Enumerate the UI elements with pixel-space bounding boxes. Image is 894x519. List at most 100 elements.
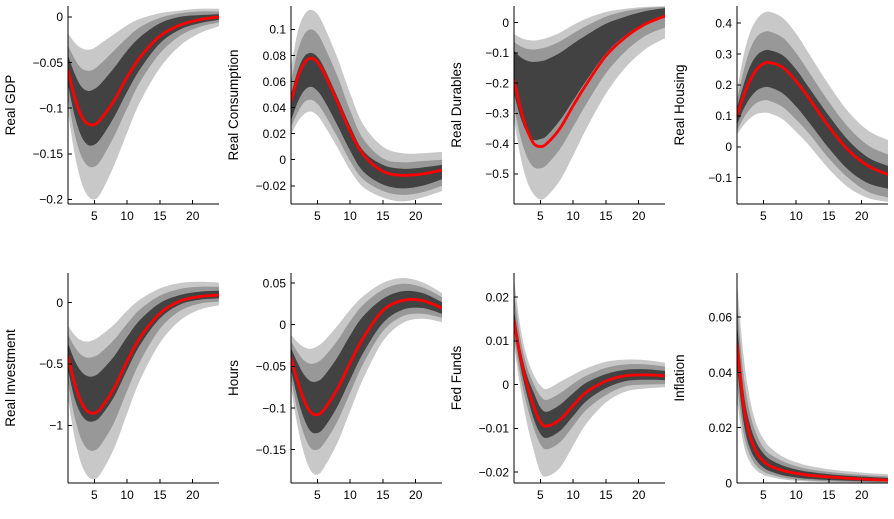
y-tick-label: 0 <box>502 378 509 392</box>
median-irf-line <box>291 298 442 417</box>
x-tick-label: 5 <box>91 209 98 223</box>
y-tick-label: 0.3 <box>715 47 732 61</box>
median-irf-line <box>737 60 888 176</box>
inflation-chart: 0.06 0.04 0.02 0 5 10 15 20 Inflation <box>672 273 888 502</box>
y-axis-title: Fed Funds <box>449 345 464 410</box>
x-tick-label: 5 <box>91 488 98 502</box>
y-tick-label: −0.15 <box>33 147 64 161</box>
y-axis-title: Inflation <box>672 354 687 401</box>
y-axis-title: Real Consumption <box>226 49 241 160</box>
x-tick-label: 5 <box>760 488 767 502</box>
x-tick-label: 20 <box>632 209 646 223</box>
real-housing-chart: 0.4 0.3 0.2 0.1 0 −0.1 5 10 15 20 Real Housing <box>672 6 888 223</box>
x-tick-label: 10 <box>789 209 803 223</box>
x-tick-label: 20 <box>409 488 423 502</box>
median-irf-line <box>68 293 219 415</box>
y-tick-label: 0 <box>725 140 732 154</box>
y-axis-title: Real Housing <box>672 64 687 145</box>
y-tick-label: 0 <box>56 10 63 24</box>
y-tick-label: −0.02 <box>479 465 510 479</box>
median-irf-line <box>68 15 219 127</box>
y-tick-label: −0.1 <box>708 171 732 185</box>
x-tick-label: 20 <box>855 209 869 223</box>
confidence-band-inner <box>737 49 888 189</box>
hours-chart: 0.05 0 −0.05 −0.1 −0.15 5 10 15 20 Hours <box>226 273 442 502</box>
y-tick-label: 0.02 <box>486 290 510 304</box>
x-tick-label: 10 <box>120 488 134 502</box>
y-tick-label: 0.06 <box>263 75 287 89</box>
y-axis-title: Real GDP <box>3 75 18 136</box>
x-tick-label: 10 <box>789 488 803 502</box>
median-irf-line <box>291 56 442 177</box>
x-tick-label: 5 <box>537 209 544 223</box>
y-tick-label: 0.01 <box>486 334 510 348</box>
panel-hours: 0.05 0 −0.05 −0.1 −0.15 5 10 15 20 Hours <box>225 257 448 514</box>
y-tick-label: 0.06 <box>709 311 733 325</box>
y-tick-label: 0 <box>725 476 732 490</box>
x-tick-label: 10 <box>566 209 580 223</box>
y-tick-label: 0.04 <box>263 101 287 115</box>
fed-funds-chart: 0.02 0.01 0 −0.01 −0.02 5 10 15 20 Fed Funds <box>449 273 665 502</box>
x-tick-label: 15 <box>599 209 613 223</box>
y-tick-label: −0.1 <box>39 102 63 116</box>
y-axis-title: Real Durables <box>449 62 464 148</box>
y-tick-label: −0.2 <box>39 193 63 207</box>
y-tick-label: 0.02 <box>263 127 287 141</box>
panel-real-gdp: 0 −0.05 −0.1 −0.15 −0.2 5 10 15 20 Real GDP <box>2 0 225 257</box>
confidence-band-inner <box>514 8 665 141</box>
panel-fed-funds: 0.02 0.01 0 −0.01 −0.02 5 10 15 20 Fed Funds <box>448 257 671 514</box>
panel-inflation: 0.06 0.04 0.02 0 5 10 15 20 Inflation <box>671 257 894 514</box>
panel-real-durables: 0 −0.1 −0.2 −0.3 −0.4 −0.5 5 10 15 20 Real Durable… <box>448 0 671 257</box>
x-tick-label: 15 <box>822 209 836 223</box>
y-tick-label: 0 <box>502 16 509 30</box>
y-tick-label: 0.08 <box>263 49 287 63</box>
confidence-band-inner <box>291 52 442 189</box>
y-tick-label: 0 <box>279 153 286 167</box>
y-tick-label: 0.1 <box>269 23 286 37</box>
y-tick-label: 0.04 <box>709 366 733 380</box>
x-tick-label: 20 <box>632 488 646 502</box>
x-tick-label: 10 <box>566 488 580 502</box>
y-tick-label: −0.15 <box>256 443 287 457</box>
y-tick-label: 0.02 <box>709 421 733 435</box>
panel-real-consumption: 0.1 0.08 0.06 0.04 0.02 0 −0.02 5 10 15 20 Real Con… <box>225 0 448 257</box>
y-tick-label: −0.01 <box>479 422 510 436</box>
confidence-band-mid <box>68 286 219 451</box>
y-tick-label: −0.05 <box>33 56 64 70</box>
x-tick-label: 20 <box>186 209 200 223</box>
x-tick-label: 10 <box>343 488 357 502</box>
median-irf-line <box>514 319 665 428</box>
x-tick-label: 5 <box>314 488 321 502</box>
median-irf-line <box>514 14 665 148</box>
confidence-band-inner <box>68 290 219 422</box>
y-tick-label: 0 <box>56 296 63 310</box>
y-tick-label: −1 <box>49 419 63 433</box>
x-tick-label: 10 <box>343 209 357 223</box>
y-axis-title: Hours <box>226 360 241 396</box>
confidence-band-inner <box>291 290 442 434</box>
y-tick-label: −0.3 <box>485 107 509 121</box>
y-tick-label: −0.1 <box>262 401 286 415</box>
panel-real-housing: 0.4 0.3 0.2 0.1 0 −0.1 5 10 15 20 Real Housing <box>671 0 894 257</box>
confidence-band-outer <box>737 281 888 483</box>
x-tick-label: 15 <box>822 488 836 502</box>
real-consumption-chart: 0.1 0.08 0.06 0.04 0.02 0 −0.02 5 10 15 20 Real Con… <box>226 6 442 223</box>
x-tick-label: 5 <box>314 209 321 223</box>
x-tick-label: 15 <box>599 488 613 502</box>
y-tick-label: 0.4 <box>715 16 732 30</box>
x-tick-label: 5 <box>537 488 544 502</box>
y-tick-label: −0.02 <box>256 179 287 193</box>
panel-real-investment: 0 −0.5 −1 5 10 15 20 Real Investment <box>2 257 225 514</box>
median-irf-line <box>737 343 888 482</box>
y-tick-label: −0.05 <box>256 360 287 374</box>
y-tick-label: 0 <box>279 318 286 332</box>
x-tick-label: 20 <box>855 488 869 502</box>
y-tick-label: −0.5 <box>485 167 509 181</box>
x-tick-label: 15 <box>376 488 390 502</box>
y-tick-label: −0.4 <box>485 137 509 151</box>
y-axis-title: Real Investment <box>3 329 18 427</box>
x-tick-label: 20 <box>409 209 423 223</box>
y-tick-label: −0.5 <box>39 357 63 371</box>
x-tick-label: 15 <box>153 209 167 223</box>
